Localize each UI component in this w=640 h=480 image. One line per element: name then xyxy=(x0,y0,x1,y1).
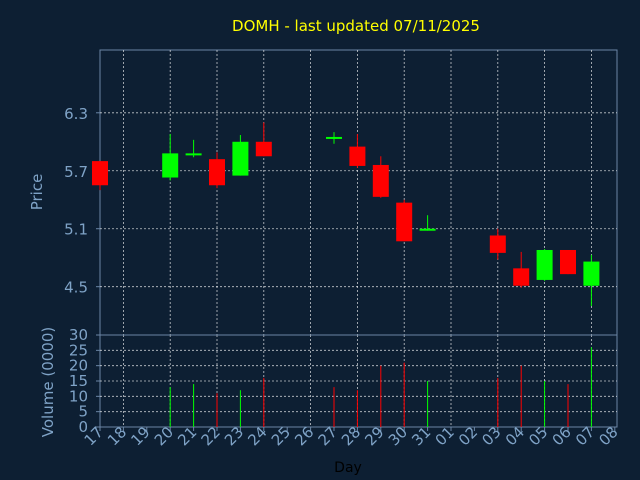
candle-17 xyxy=(92,161,108,191)
candle-body xyxy=(232,141,249,176)
candle-body xyxy=(560,249,576,275)
price-panel: 6.3 5.7 5.1 4.5 xyxy=(64,49,618,336)
candle-body xyxy=(92,161,108,186)
volume-tick-label: 15 xyxy=(69,372,88,390)
chart-title: DOMH - last updated 07/11/2025 xyxy=(232,17,480,35)
volume-tick-label: 0 xyxy=(78,418,88,436)
candle-body xyxy=(372,164,389,197)
candle-body xyxy=(162,153,179,178)
candle-29 xyxy=(372,156,389,198)
volume-tick-label: 5 xyxy=(78,403,88,421)
volume-axis-label: Volume (0000) xyxy=(39,327,57,437)
candle-04 xyxy=(513,251,530,288)
candle-05 xyxy=(536,249,553,281)
price-axis-label: Price xyxy=(28,174,46,211)
candle-06 xyxy=(560,249,576,275)
candle-body xyxy=(536,249,553,280)
candle-20 xyxy=(162,134,179,181)
candle-31 xyxy=(419,215,436,231)
price-tick-label: 5.7 xyxy=(64,163,88,181)
candle-body xyxy=(209,159,225,186)
candle-body xyxy=(419,228,436,231)
candle-07 xyxy=(583,254,600,307)
candle-body xyxy=(255,141,272,157)
candle-body xyxy=(396,202,413,242)
candle-body xyxy=(326,136,342,139)
candle-30 xyxy=(396,199,413,242)
candle-body xyxy=(583,261,600,286)
candle-body xyxy=(489,235,506,253)
volume-tick-label: 30 xyxy=(69,326,88,344)
candle-28 xyxy=(349,134,366,168)
volume-tick-label: 25 xyxy=(69,341,88,359)
candle-21 xyxy=(185,139,202,158)
x-axis-label: Day xyxy=(334,460,362,476)
price-tick-label: 4.5 xyxy=(64,279,88,297)
candle-27 xyxy=(326,132,342,144)
candle-body xyxy=(349,146,366,166)
price-tick-label: 6.3 xyxy=(64,105,88,123)
candle-22 xyxy=(209,152,225,189)
volume-tick-label: 10 xyxy=(69,387,88,405)
candle-body xyxy=(185,153,202,156)
volume-tick-label: 20 xyxy=(69,357,88,375)
candle-body xyxy=(513,268,530,286)
candle-03 xyxy=(489,228,506,260)
price-tick-label: 5.1 xyxy=(64,221,88,239)
candle-24 xyxy=(255,122,272,157)
candle-23 xyxy=(232,135,249,176)
